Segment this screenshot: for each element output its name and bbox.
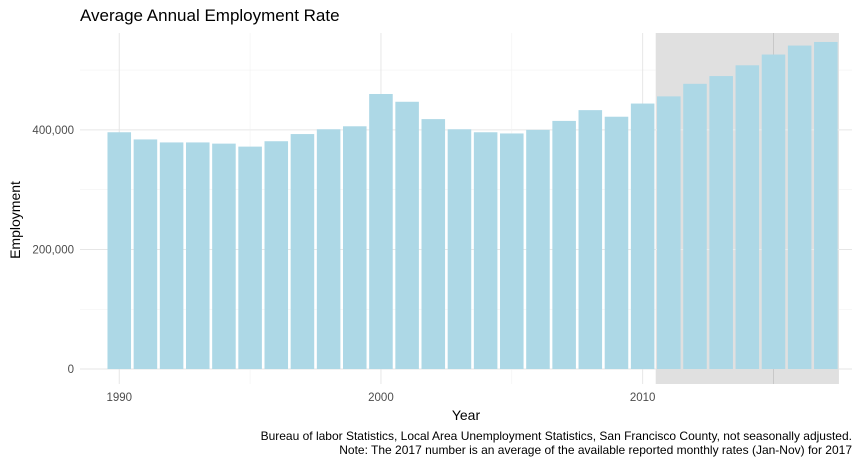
bars	[107, 41, 838, 370]
x-tick-label: 2010	[630, 392, 656, 404]
bar-1992	[159, 142, 184, 370]
bar-2004	[473, 132, 498, 370]
y-axis-label: Employment	[7, 181, 23, 259]
bar-1997	[290, 134, 315, 370]
x-tick-labels: 1990 2000 2010	[106, 392, 655, 404]
chart-title: Average Annual Employment Rate	[80, 6, 340, 25]
bar-2006	[526, 129, 550, 370]
bar-1995	[238, 146, 262, 370]
y-tick-labels: 0 200,000 400,000	[32, 125, 74, 376]
bar-2011	[657, 96, 681, 370]
bar-1991	[133, 139, 158, 370]
bar-2014	[735, 65, 760, 370]
bar-2015	[761, 54, 786, 370]
bar-2013	[709, 76, 733, 370]
bar-2017	[814, 41, 838, 370]
bar-2003	[447, 129, 472, 370]
bar-2002	[421, 119, 446, 370]
bar-1990	[107, 132, 132, 370]
y-tick-label: 0	[68, 364, 74, 376]
bar-1994	[212, 143, 236, 370]
bar-1998	[316, 129, 341, 370]
x-axis-label: Year	[452, 407, 481, 423]
bar-2016	[787, 45, 812, 370]
caption-source: Bureau of labor Statistics, Local Area U…	[260, 429, 852, 443]
y-tick-label: 200,000	[32, 244, 74, 256]
caption-note: Note: The 2017 number is an average of t…	[339, 443, 852, 457]
bar-2005	[500, 133, 524, 370]
bar-2009	[604, 116, 629, 370]
bar-2012	[683, 83, 707, 370]
bar-2008	[578, 110, 603, 370]
y-tick-label: 400,000	[32, 125, 74, 137]
bar-2010	[630, 103, 655, 370]
bar-2001	[395, 101, 419, 370]
bar-1993	[185, 142, 210, 370]
x-tick-label: 2000	[368, 392, 394, 404]
bar-2000	[369, 93, 393, 370]
bar-1999	[343, 126, 367, 370]
bar-1996	[264, 141, 289, 370]
bar-2007	[552, 120, 576, 370]
x-tick-label: 1990	[106, 392, 132, 404]
